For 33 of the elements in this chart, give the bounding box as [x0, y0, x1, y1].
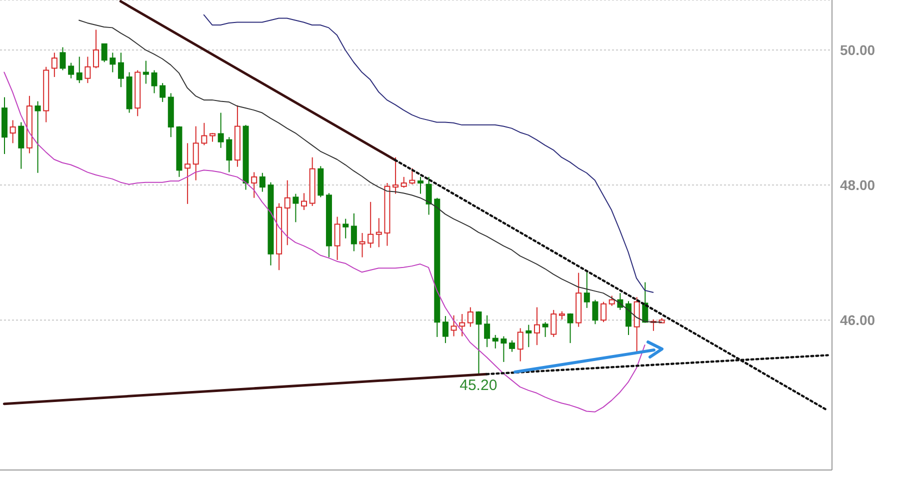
candlestick: [160, 82, 166, 102]
candlestick: [484, 314, 490, 348]
candlestick: [118, 52, 124, 88]
candlestick: [534, 306, 540, 346]
candlestick: [284, 180, 290, 246]
annotation: 45.20: [460, 377, 498, 394]
candlestick: [192, 126, 199, 181]
candlestick: [110, 52, 116, 73]
candlestick: [142, 60, 149, 84]
candlestick: [376, 218, 382, 248]
candlestick: [626, 300, 632, 336]
candlestick: [184, 142, 191, 204]
candlestick: [26, 95, 32, 154]
candlestick: [368, 201, 374, 248]
line-series: [203, 14, 654, 293]
candlestick: [134, 70, 141, 117]
candlestick: [359, 232, 366, 258]
candlestick: [10, 120, 16, 144]
candlestick: [459, 314, 466, 337]
candlestick: [226, 136, 232, 173]
candlestick: [584, 270, 590, 308]
y-tick-label: 46.00: [840, 312, 876, 328]
candlestick: [234, 104, 240, 168]
y-tick-label: 48.00: [840, 177, 876, 193]
y-tick-label: 50.00: [840, 42, 876, 58]
candlestick: [18, 122, 24, 170]
candlestick: [218, 112, 224, 148]
candlestick: [450, 314, 457, 337]
candlestick: [51, 52, 58, 78]
candlestick: [2, 96, 8, 154]
line-series: [4, 72, 646, 412]
candlestick: [526, 324, 532, 348]
candlestick: [251, 172, 258, 198]
